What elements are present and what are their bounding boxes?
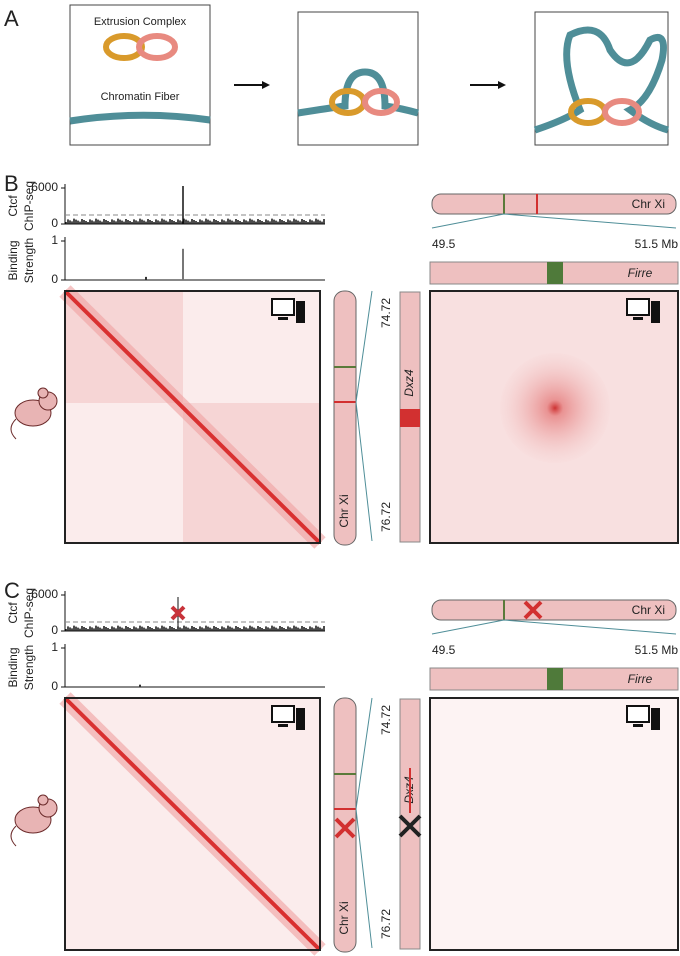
range-start: 49.5: [432, 237, 456, 251]
computer-icon: [626, 298, 650, 316]
panel-label: A: [4, 6, 19, 31]
chromosome-label: Chr Xi: [632, 197, 665, 211]
computer-icon: [651, 301, 660, 323]
computer-icon: [278, 724, 288, 727]
chromosome-label: Chr Xi: [337, 901, 351, 934]
chromosome: [431, 599, 677, 621]
fiber-label: Chromatin Fiber: [101, 91, 180, 103]
track-label: Binding: [6, 647, 20, 687]
track-label: ChIP-seq: [22, 181, 36, 231]
track-label: Binding: [6, 240, 20, 280]
zoom-start: 74.72: [379, 705, 393, 735]
chromosome-label: Chr Xi: [632, 603, 665, 617]
chromosome-label: Chr Xi: [337, 494, 351, 527]
hic-diagonal: [63, 696, 322, 952]
hic-zoom: [430, 698, 678, 950]
schematic: Extrusion Complex Chromatin Fiber: [69, 4, 670, 146]
mouse-icon: [10, 825, 17, 847]
locus-label: Dxz4: [402, 369, 416, 397]
zoom-bracket: [431, 213, 677, 229]
zoom-start: 74.72: [379, 298, 393, 328]
chromosome: [333, 697, 357, 953]
track-label: Ctcf: [6, 602, 20, 624]
y-tick-label: 1: [51, 640, 58, 654]
panel-label: C: [4, 578, 20, 603]
range-start: 49.5: [432, 643, 456, 657]
mouse-icon: [37, 794, 49, 806]
track-label: Ctcf: [6, 195, 20, 217]
computer-icon: [296, 708, 305, 730]
y-tick-label: 0: [51, 272, 58, 286]
gene-label: Firre: [628, 672, 653, 686]
computer-icon: [651, 708, 660, 730]
computer-icon: [271, 705, 295, 723]
y-tick-label: 1: [51, 233, 58, 247]
knockout-mark: [523, 600, 543, 620]
hic-diagonal: [63, 289, 322, 545]
panel-label: B: [4, 171, 19, 196]
hic-frame: [64, 290, 321, 544]
gene-label: Firre: [628, 266, 653, 280]
track-label: Strength: [22, 238, 36, 283]
computer-icon: [633, 317, 643, 320]
y-tick-label: 0: [51, 679, 58, 693]
y-tick-label: 6000: [31, 587, 58, 601]
track-label: Strength: [22, 645, 36, 690]
computer-icon: [296, 301, 305, 323]
computer-icon: [271, 298, 295, 316]
knockout-mark: [398, 814, 422, 838]
signal-trace: [65, 218, 325, 224]
mouse-icon: [37, 387, 49, 399]
chromosome: [333, 290, 357, 546]
y-tick-label: 0: [51, 216, 58, 230]
track-label: ChIP-seq: [22, 588, 36, 638]
chromosome: [431, 193, 677, 215]
computer-icon: [633, 724, 643, 727]
zoom-end: 76.72: [379, 502, 393, 532]
hic-peak: [500, 353, 610, 463]
zoom-end: 76.72: [379, 909, 393, 939]
gene-box: [547, 262, 563, 284]
complex-label: Extrusion Complex: [94, 16, 187, 28]
signal-trace: [65, 625, 325, 631]
y-tick-label: 0: [51, 623, 58, 637]
computer-icon: [278, 317, 288, 320]
mouse-icon: [10, 418, 17, 440]
range-end: 51.5 Mb: [635, 643, 679, 657]
y-tick-label: 6000: [31, 180, 58, 194]
gene-box: [547, 668, 563, 690]
knockout-mark: [334, 817, 356, 839]
knockout-mark: [170, 605, 186, 621]
range-end: 51.5 Mb: [635, 237, 679, 251]
hic-frame: [429, 290, 679, 544]
computer-icon: [626, 705, 650, 723]
hic-frame: [429, 697, 679, 951]
zoom-bracket: [431, 619, 677, 635]
locus-box: [400, 409, 420, 427]
zoom-bracket: [355, 290, 373, 542]
zoom-bracket: [355, 697, 373, 949]
hic-frame: [64, 697, 321, 951]
